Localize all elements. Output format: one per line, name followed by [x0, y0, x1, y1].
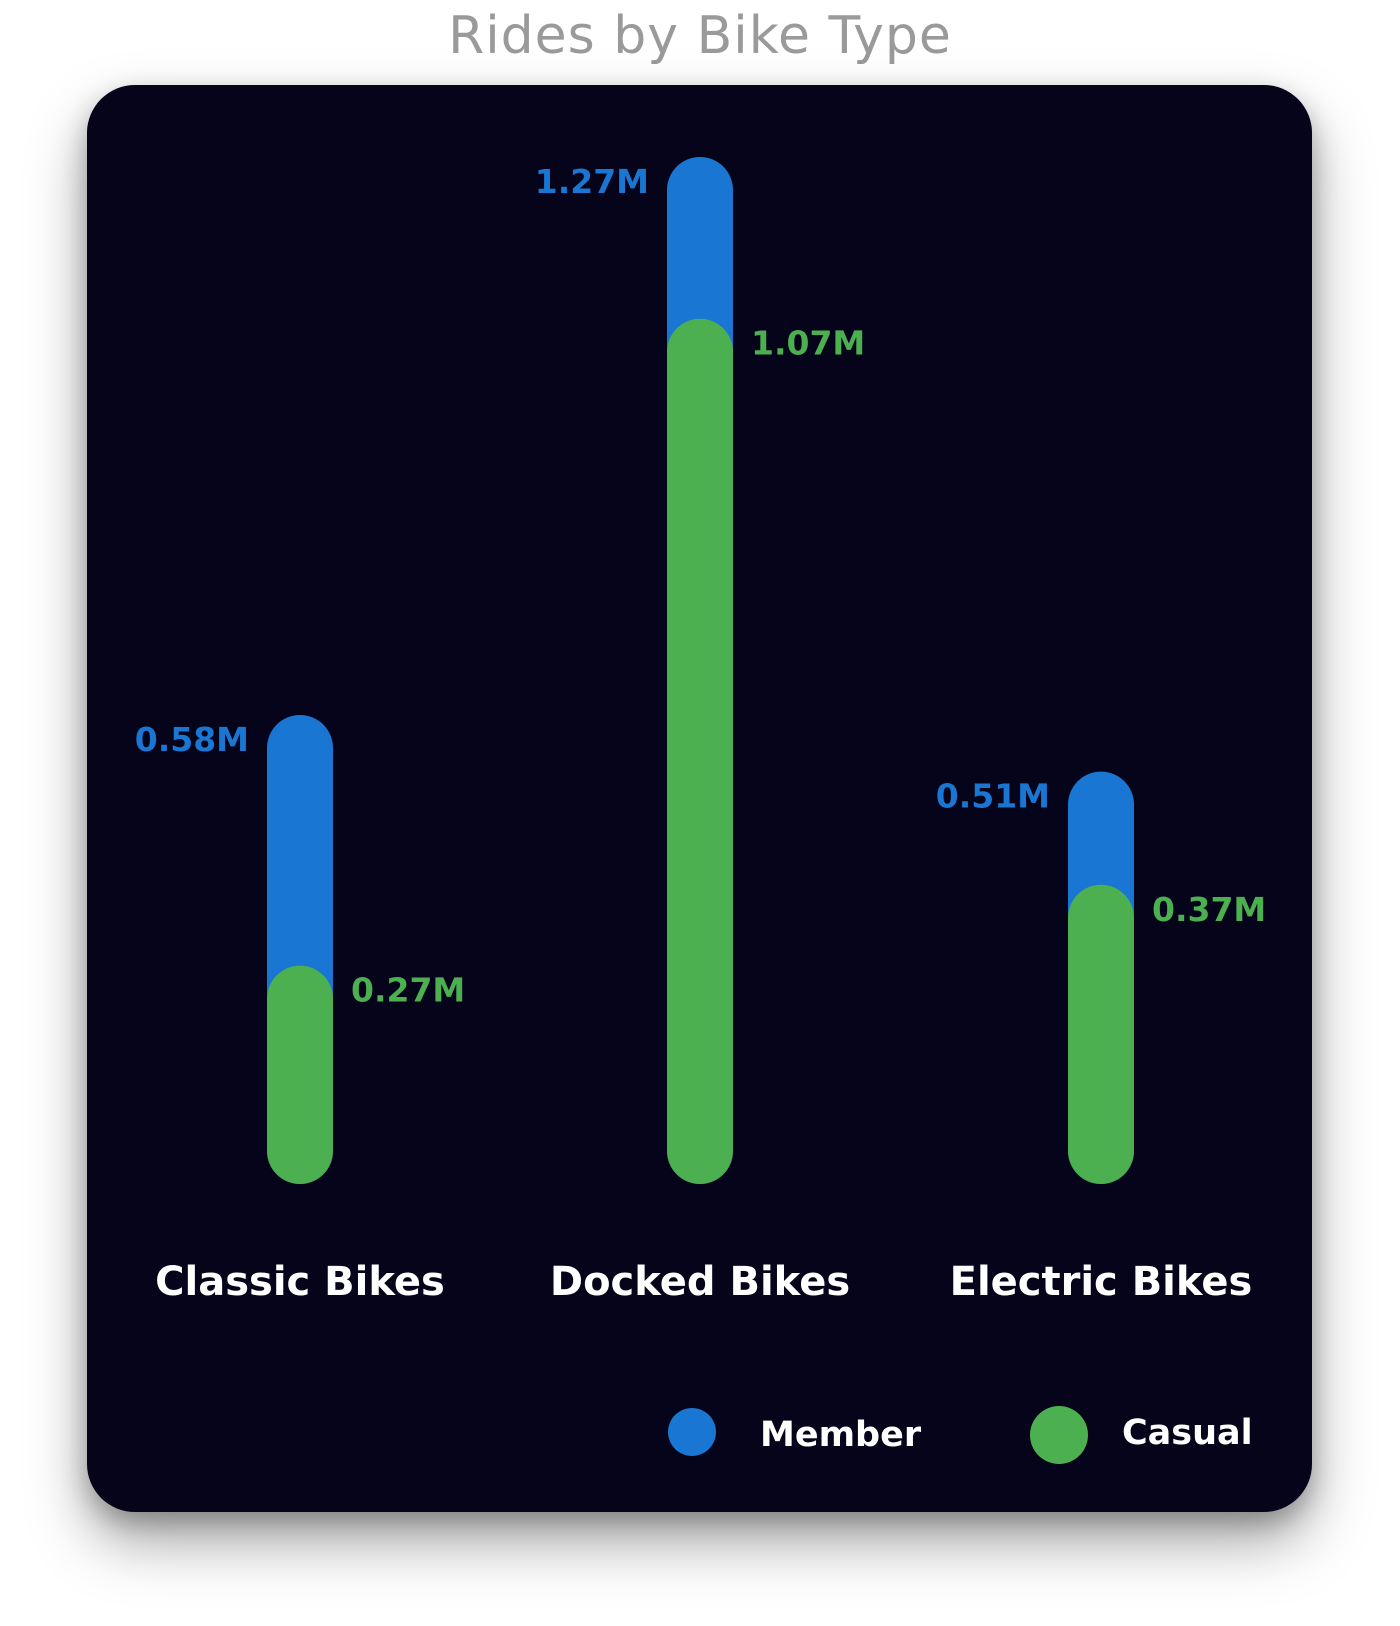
- data-label-casual-electric-bikes: 0.37M: [1152, 890, 1266, 929]
- category-label-docked-bikes: Docked Bikes: [550, 1259, 850, 1305]
- data-label-casual-classic-bikes: 0.27M: [351, 971, 465, 1010]
- category-label-electric-bikes: Electric Bikes: [950, 1259, 1253, 1305]
- data-label-member-classic-bikes: 0.58M: [135, 720, 249, 759]
- chart-title: Rides by Bike Type: [448, 6, 952, 66]
- legend-marker-casual: [1030, 1406, 1088, 1464]
- data-label-member-docked-bikes: 1.27M: [535, 162, 649, 201]
- bar-casual-electric-bikes: [1068, 884, 1134, 1184]
- data-label-casual-docked-bikes: 1.07M: [751, 324, 865, 363]
- legend-label-member: Member: [760, 1415, 922, 1455]
- category-label-classic-bikes: Classic Bikes: [155, 1259, 445, 1305]
- legend-label-casual: Casual: [1122, 1413, 1253, 1453]
- legend-marker-member: [668, 1408, 716, 1456]
- data-label-member-electric-bikes: 0.51M: [936, 777, 1050, 816]
- bar-casual-classic-bikes: [267, 965, 333, 1184]
- bar-casual-docked-bikes: [667, 318, 733, 1184]
